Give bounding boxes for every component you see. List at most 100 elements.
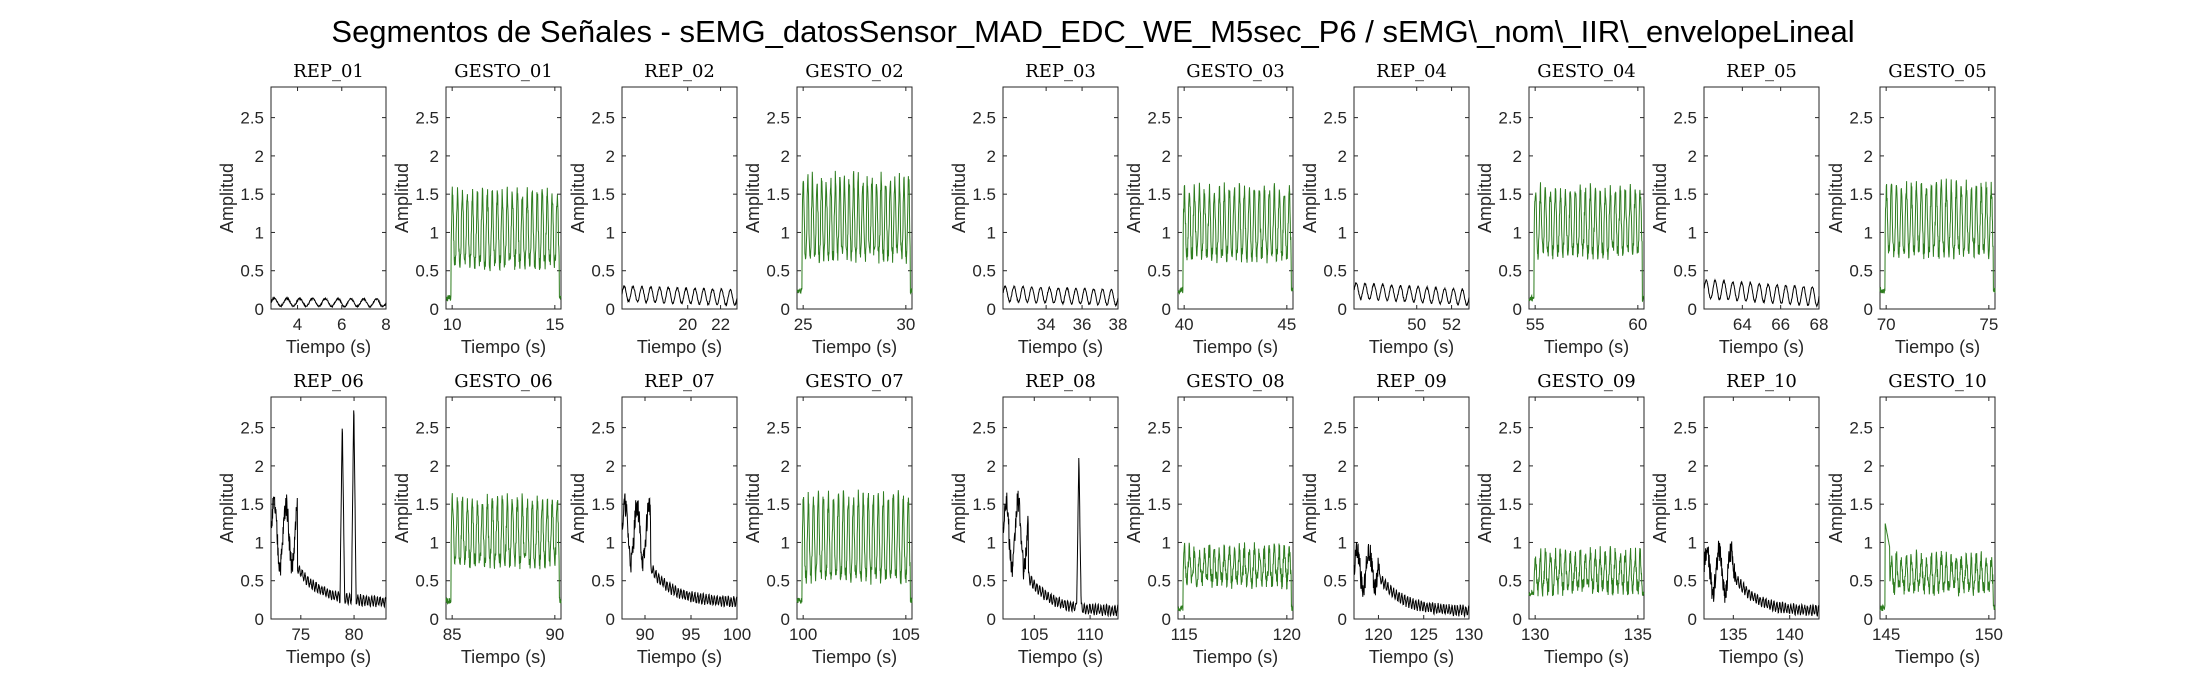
y-tick-label: 0.5 xyxy=(1498,572,1522,591)
y-tick-label: 2.5 xyxy=(1147,109,1171,128)
y-tick-label: 2.5 xyxy=(1498,419,1522,438)
y-tick-label: 1.5 xyxy=(415,185,439,204)
y-tick-label: 2.5 xyxy=(766,419,790,438)
y-tick-label: 0 xyxy=(1513,300,1522,319)
x-axis-label: Tiempo (s) xyxy=(1544,647,1629,667)
x-tick-label: 55 xyxy=(1526,315,1545,334)
x-tick-label: 90 xyxy=(545,625,564,644)
y-tick-label: 2 xyxy=(430,147,439,166)
subplot-title: REP_04 xyxy=(1376,61,1447,82)
y-tick-label: 2 xyxy=(255,147,264,166)
y-tick-label: 1 xyxy=(255,223,264,242)
x-axis-label: Tiempo (s) xyxy=(812,337,897,357)
y-axis-label: Amplitud xyxy=(949,163,969,233)
y-tick-label: 2.5 xyxy=(591,109,615,128)
subplot-title: REP_06 xyxy=(293,371,364,392)
signal-line xyxy=(1703,540,1820,617)
figure-title: Segmentos de Señales - sEMG_datosSensor_… xyxy=(331,14,1854,49)
y-tick-label: 1.5 xyxy=(1498,495,1522,514)
x-tick-label: 110 xyxy=(1077,625,1104,644)
y-axis-label: Amplitud xyxy=(1300,473,1320,543)
y-tick-label: 0.5 xyxy=(240,262,264,281)
y-axis-label: Amplitud xyxy=(1650,163,1670,233)
x-tick-label: 80 xyxy=(345,625,364,644)
signal-line xyxy=(621,285,738,307)
y-tick-label: 0.5 xyxy=(240,572,264,591)
y-tick-label: 0 xyxy=(430,300,439,319)
y-tick-label: 0 xyxy=(781,610,790,629)
plot-area xyxy=(270,86,387,310)
x-axis-label: Tiempo (s) xyxy=(461,337,546,357)
y-tick-label: 0 xyxy=(255,610,264,629)
y-tick-label: 1 xyxy=(781,533,790,552)
y-tick-label: 0 xyxy=(1864,300,1873,319)
y-tick-label: 0 xyxy=(255,300,264,319)
x-tick-label: 100 xyxy=(723,625,751,644)
x-tick-label: 120 xyxy=(1273,625,1301,644)
signal-line xyxy=(796,170,913,295)
y-tick-label: 0.5 xyxy=(415,262,439,281)
y-tick-label: 1.5 xyxy=(1849,185,1873,204)
y-tick-label: 1.5 xyxy=(415,495,439,514)
subplot-title: REP_01 xyxy=(293,61,364,82)
x-axis-label: Tiempo (s) xyxy=(637,647,722,667)
subplot-gesto-02: GESTO_02 0 0.5 1 1.5 2 2.5 25 30 Tiempo (s) Amplit… xyxy=(743,61,915,357)
y-tick-label: 2 xyxy=(430,457,439,476)
x-axis-label: Tiempo (s) xyxy=(1719,647,1804,667)
x-tick-label: 38 xyxy=(1109,315,1128,334)
y-axis-label: Amplitud xyxy=(1650,473,1670,543)
y-tick-label: 0 xyxy=(1162,300,1171,319)
y-tick-label: 1 xyxy=(430,223,439,242)
subplot-rep-05: REP_05 0 0.5 1 1.5 2 2.5 64 66 68 Tiempo (s) Amplit… xyxy=(1650,61,1828,357)
subplot-gesto-04: GESTO_04 0 0.5 1 1.5 2 2.5 55 60 Tiempo (s) Amplit… xyxy=(1475,61,1647,357)
signal-line xyxy=(1353,282,1470,307)
x-axis-label: Tiempo (s) xyxy=(286,337,371,357)
y-tick-label: 1 xyxy=(1688,223,1697,242)
subplot-title: GESTO_04 xyxy=(1537,61,1636,82)
x-axis-label: Tiempo (s) xyxy=(1193,337,1278,357)
y-tick-label: 1.5 xyxy=(1323,495,1347,514)
y-tick-label: 0.5 xyxy=(766,262,790,281)
y-axis-label: Amplitud xyxy=(1124,473,1144,543)
signal-line xyxy=(1879,523,1996,612)
subplot-title: GESTO_05 xyxy=(1888,61,1987,82)
y-tick-label: 2 xyxy=(1688,457,1697,476)
signal-line xyxy=(621,493,738,608)
y-tick-label: 0.5 xyxy=(1498,262,1522,281)
y-tick-label: 1.5 xyxy=(1849,495,1873,514)
y-tick-label: 2 xyxy=(781,147,790,166)
subplot-gesto-08: GESTO_08 0 0.5 1 1.5 2 2.5 115 120 Tiempo (s) Ampl… xyxy=(1124,371,1301,667)
subplot-title: REP_02 xyxy=(644,61,715,82)
y-tick-label: 1.5 xyxy=(1673,495,1697,514)
y-tick-label: 0.5 xyxy=(1147,572,1171,591)
subplot-gesto-01: GESTO_01 0 0.5 1 1.5 2 2.5 10 15 Tiempo (s) Amplit… xyxy=(392,61,564,357)
y-tick-label: 0 xyxy=(1864,610,1873,629)
x-tick-label: 70 xyxy=(1877,315,1896,334)
x-tick-label: 52 xyxy=(1442,315,1461,334)
x-tick-label: 30 xyxy=(896,315,915,334)
x-tick-label: 66 xyxy=(1771,315,1790,334)
subplot-gesto-03: GESTO_03 0 0.5 1 1.5 2 2.5 40 45 Tiempo (s) Amplit… xyxy=(1124,61,1296,357)
signal-line xyxy=(445,493,562,606)
y-tick-label: 2 xyxy=(1864,147,1873,166)
plot-area xyxy=(1177,396,1294,620)
y-tick-label: 2.5 xyxy=(766,109,790,128)
x-axis-label: Tiempo (s) xyxy=(1719,337,1804,357)
x-axis-label: Tiempo (s) xyxy=(1895,647,1980,667)
subplot-rep-10: REP_10 0 0.5 1 1.5 2 2.5 135 140 Tiempo (s) Amplit… xyxy=(1650,371,1820,667)
x-tick-label: 60 xyxy=(1628,315,1647,334)
plot-area xyxy=(1703,396,1820,620)
signal-line xyxy=(1177,542,1294,612)
y-tick-label: 2 xyxy=(1864,457,1873,476)
signal-line xyxy=(1703,278,1820,308)
y-tick-label: 0 xyxy=(987,610,996,629)
y-tick-label: 2.5 xyxy=(1849,109,1873,128)
subplot-title: GESTO_03 xyxy=(1186,61,1285,82)
x-tick-label: 120 xyxy=(1364,625,1392,644)
x-tick-label: 95 xyxy=(682,625,701,644)
y-tick-label: 1.5 xyxy=(240,495,264,514)
signal-line xyxy=(1177,182,1294,295)
y-tick-label: 1 xyxy=(987,223,996,242)
signal-line xyxy=(1002,457,1119,618)
y-tick-label: 2 xyxy=(1513,147,1522,166)
